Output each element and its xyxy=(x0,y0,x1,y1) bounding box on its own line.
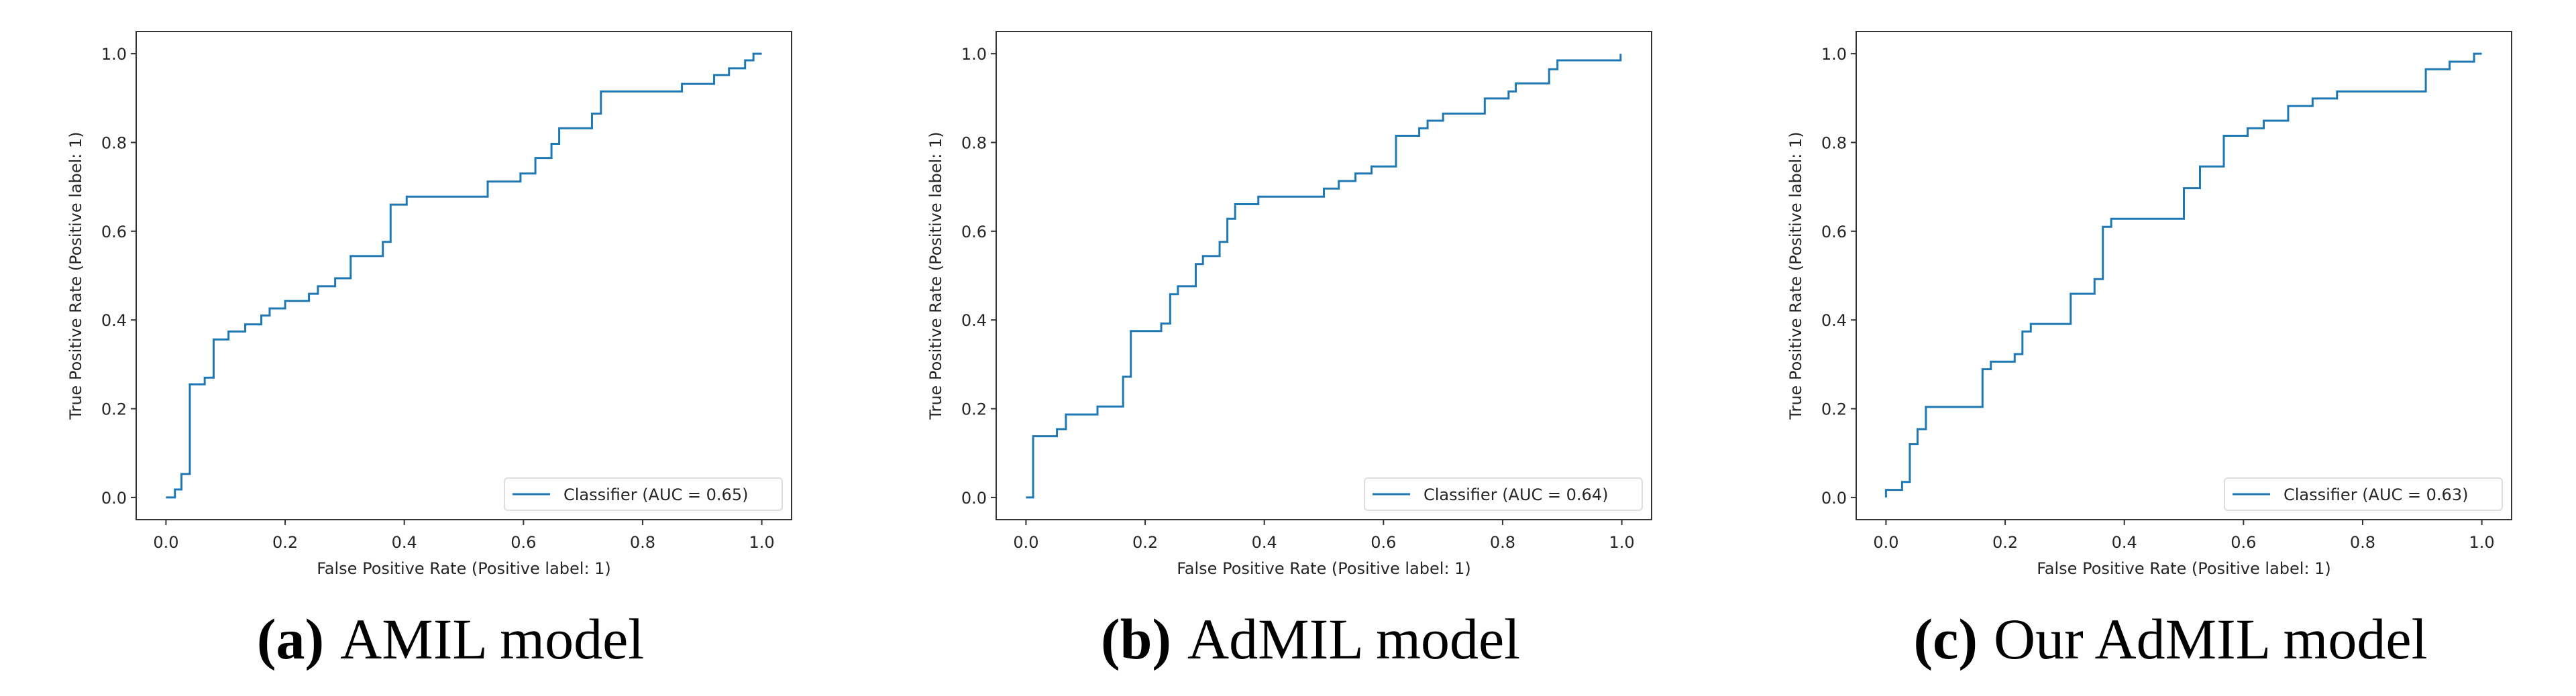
y-tick-label: 0.2 xyxy=(101,400,127,419)
roc-curve xyxy=(1026,54,1622,499)
x-tick-label: 0.4 xyxy=(1252,533,1277,552)
legend: Classifier (AUC = 0.63) xyxy=(2224,477,2503,511)
x-tick-label: 0.4 xyxy=(2112,533,2137,552)
y-tick-label: 1.0 xyxy=(101,45,127,64)
x-tick-label: 1.0 xyxy=(2469,533,2495,552)
y-tick-label: 0.4 xyxy=(101,311,127,330)
y-tick-label: 0.6 xyxy=(101,223,127,241)
y-tick-label: 1.0 xyxy=(961,45,987,64)
y-tick-label: 0.2 xyxy=(961,400,987,419)
legend-box xyxy=(1364,477,1643,511)
y-tick-label: 0.8 xyxy=(101,133,127,152)
x-tick-label: 1.0 xyxy=(1609,533,1635,552)
y-axis-label: True Positive Rate (Positive label: 1) xyxy=(926,131,945,420)
caption-label: (c) xyxy=(1914,607,1978,671)
legend-label: Classifier (AUC = 0.65) xyxy=(564,485,748,504)
subfigure-caption: (b) AdMIL model xyxy=(1101,607,1520,671)
y-tick-label: 0.0 xyxy=(1821,489,1847,508)
x-tick-label: 0.0 xyxy=(153,533,178,552)
legend-label: Classifier (AUC = 0.64) xyxy=(1424,485,1608,504)
y-tick-label: 0.6 xyxy=(961,223,987,241)
plot-frame xyxy=(136,31,792,520)
x-tick-label: 0.2 xyxy=(1132,533,1158,552)
caption-text: Our AdMIL model xyxy=(1994,607,2428,671)
x-tick-label: 1.0 xyxy=(749,533,775,552)
y-tick-label: 0.4 xyxy=(1821,311,1847,330)
x-tick-label: 0.8 xyxy=(1490,533,1515,552)
x-tick-label: 0.6 xyxy=(511,533,536,552)
x-tick-label: 0.4 xyxy=(392,533,417,552)
caption-text: AMIL model xyxy=(340,607,644,671)
x-tick-label: 0.0 xyxy=(1013,533,1038,552)
x-tick-label: 0.2 xyxy=(272,533,298,552)
x-tick-label: 0.0 xyxy=(1873,533,1898,552)
roc-curve xyxy=(166,52,762,499)
x-tick-label: 0.6 xyxy=(2231,533,2256,552)
x-axis-label: False Positive Rate (Positive label: 1) xyxy=(2037,559,2331,578)
caption-label: (b) xyxy=(1101,607,1171,671)
legend-box xyxy=(2224,477,2503,511)
y-tick-label: 0.4 xyxy=(961,311,987,330)
y-tick-label: 0.2 xyxy=(1821,400,1847,419)
y-axis-label: True Positive Rate (Positive label: 1) xyxy=(66,131,85,420)
plot-frame xyxy=(1856,31,2512,520)
subfigure-caption: (c) Our AdMIL model xyxy=(1914,607,2428,671)
y-tick-label: 1.0 xyxy=(1821,45,1847,64)
legend: Classifier (AUC = 0.64) xyxy=(1364,477,1643,511)
plot-frame xyxy=(996,31,1652,520)
roc-chart-c: 0.0 0.2 0.4 0.6 0.8 1.0 0.0 0.2 0.4 0.6 0.8 1.0 Fals… xyxy=(1786,31,2512,671)
x-tick-label: 0.8 xyxy=(2350,533,2375,552)
legend: Classifier (AUC = 0.65) xyxy=(504,477,783,511)
legend-box xyxy=(504,477,783,511)
y-tick-label: 0.8 xyxy=(1821,133,1847,152)
roc-chart-b: 0.0 0.2 0.4 0.6 0.8 1.0 0.0 0.2 0.4 0.6 0.8 1.0 Fals… xyxy=(926,31,1652,671)
x-axis-label: False Positive Rate (Positive label: 1) xyxy=(317,559,611,578)
x-tick-label: 0.8 xyxy=(630,533,655,552)
subfigure-caption: (a) AMIL model xyxy=(257,607,644,671)
roc-curve xyxy=(1884,52,2482,498)
caption-label: (a) xyxy=(257,607,324,671)
y-axis-label: True Positive Rate (Positive label: 1) xyxy=(1786,131,1805,420)
legend-label: Classifier (AUC = 0.63) xyxy=(2284,485,2468,504)
x-tick-label: 0.6 xyxy=(1371,533,1396,552)
caption-text: AdMIL model xyxy=(1187,607,1520,671)
y-tick-label: 0.0 xyxy=(961,489,987,508)
y-tick-label: 0.6 xyxy=(1821,223,1847,241)
roc-chart-a: 0.0 0.2 0.4 0.6 0.8 1.0 0.0 0.2 0.4 0.6 0.8 1.0 Fals… xyxy=(66,31,792,671)
x-axis-label: False Positive Rate (Positive label: 1) xyxy=(1177,559,1471,578)
x-tick-label: 0.2 xyxy=(1992,533,2018,552)
y-tick-label: 0.8 xyxy=(961,133,987,152)
y-tick-label: 0.0 xyxy=(101,489,127,508)
